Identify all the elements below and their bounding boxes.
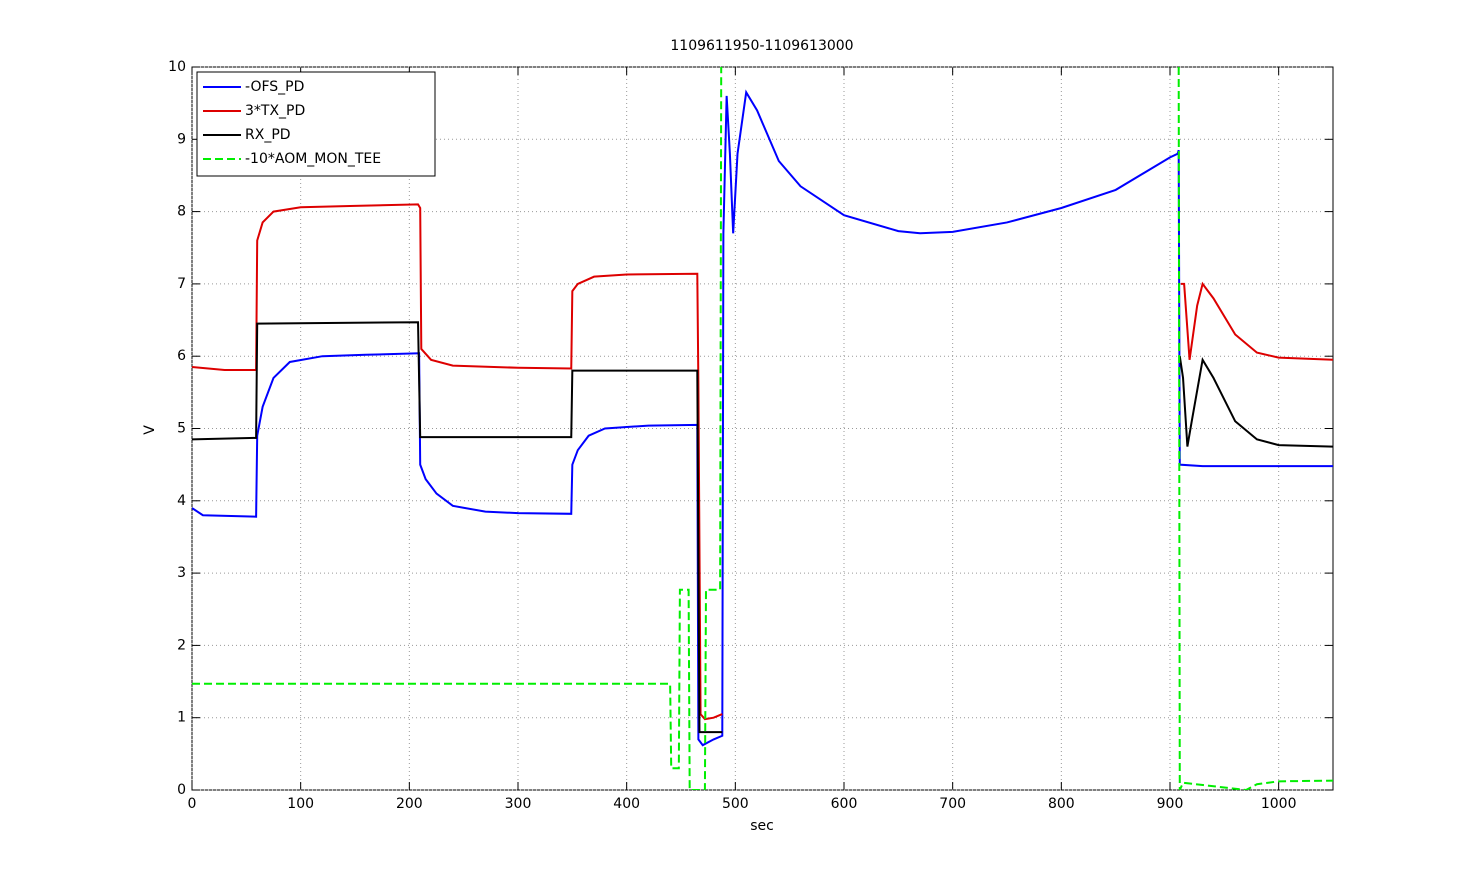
x-tick-label: 800: [1048, 796, 1075, 812]
x-tick-label: 100: [287, 796, 314, 812]
y-axis-label: V: [142, 425, 158, 435]
x-tick-label: 900: [1157, 796, 1184, 812]
x-tick-label: 500: [722, 796, 749, 812]
y-tick-label: 8: [177, 204, 186, 220]
plot-area: [191, 66, 1334, 791]
y-tick-label: 9: [177, 131, 186, 147]
chart-title: 1109611950-1109613000: [670, 38, 853, 54]
legend-label: RX_PD: [245, 127, 291, 143]
x-tick-label: 700: [939, 796, 966, 812]
x-tick-label: 0: [188, 796, 197, 812]
y-tick-label: 1: [177, 710, 186, 726]
legend-label: -OFS_PD: [245, 79, 304, 95]
series-line: [192, 89, 1333, 747]
x-tick-label: 600: [831, 796, 858, 812]
y-tick-label: 3: [177, 565, 186, 581]
y-tick-label: 4: [177, 493, 186, 509]
y-tick-label: 0: [177, 782, 186, 798]
x-axis-label: sec: [750, 818, 774, 834]
legend-label: 3*TX_PD: [245, 103, 305, 119]
series-line: [192, 321, 1333, 734]
y-tick-label: 5: [177, 421, 186, 437]
y-tick-label: 7: [177, 276, 186, 292]
legend-box: [196, 71, 436, 177]
series-line: [192, 203, 1333, 721]
x-tick-label: 400: [613, 796, 640, 812]
series-line: [192, 67, 1333, 790]
legend-label: -10*AOM_MON_TEE: [245, 151, 381, 167]
x-tick-label: 200: [396, 796, 423, 812]
y-tick-label: 6: [177, 348, 186, 364]
plot-lines: [192, 67, 1333, 790]
y-tick-label: 10: [168, 59, 186, 75]
x-tick-label: 300: [505, 796, 532, 812]
y-tick-label: 2: [177, 637, 186, 653]
x-tick-label: 1000: [1261, 796, 1297, 812]
